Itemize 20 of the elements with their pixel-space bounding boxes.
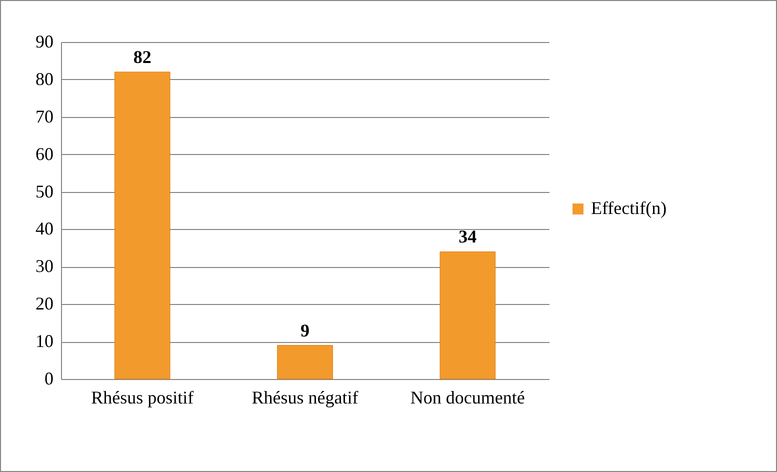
x-tick-label: Non documenté (410, 388, 525, 408)
x-tick-label: Rhésus négatif (252, 388, 358, 408)
bar (114, 72, 170, 380)
legend-label: Effectif(n) (591, 198, 667, 218)
bar (440, 251, 496, 380)
data-label: 82 (133, 46, 152, 67)
y-tick-label: 70 (36, 106, 54, 126)
data-label: 9 (300, 320, 310, 340)
y-tick-label: 60 (36, 144, 54, 164)
y-tick-label: 90 (36, 32, 54, 52)
y-tick-label: 0 (44, 368, 54, 388)
y-tick-label: 80 (36, 68, 54, 89)
x-tick-label: Rhésus positif (91, 388, 194, 408)
y-tick-label: 10 (36, 331, 54, 352)
data-label: 34 (458, 226, 477, 247)
y-tick-label: 20 (36, 294, 54, 314)
bar (277, 345, 333, 380)
y-tick-label: 30 (36, 256, 54, 276)
y-tick-label: 50 (36, 181, 54, 202)
y-tick-label: 40 (36, 218, 54, 239)
